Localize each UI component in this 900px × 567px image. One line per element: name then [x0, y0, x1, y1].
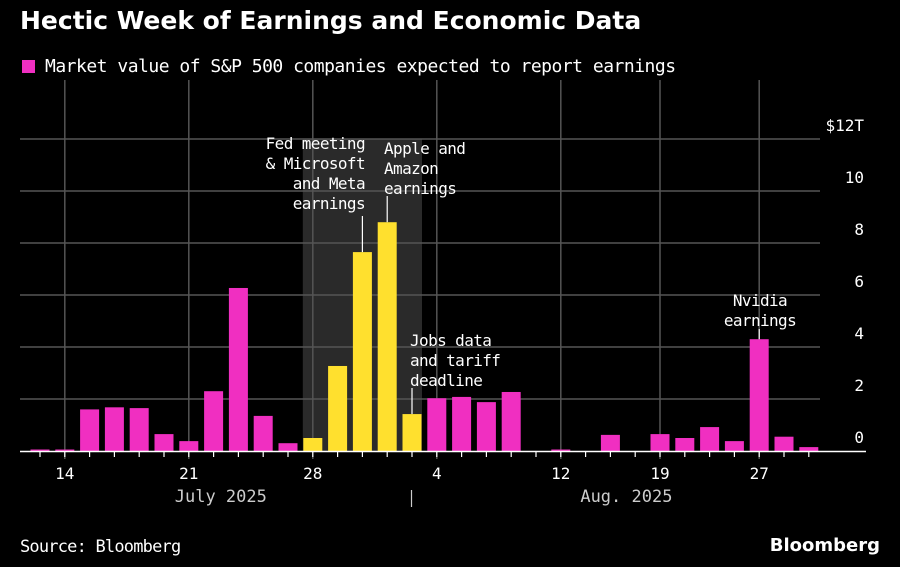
- brand-logo: Bloomberg: [769, 535, 880, 556]
- bar: [179, 441, 199, 451]
- axis-layer: 0 2 4 6 8 10 $12T 14 21 28 4 12 19 27 July 2025 Aug. 20…: [20, 116, 866, 507]
- annotation-text: & Microsoft: [266, 154, 365, 173]
- bar: [749, 339, 769, 451]
- bar: [650, 434, 670, 451]
- bar: [799, 447, 819, 451]
- y-tick-label: 10: [845, 168, 864, 187]
- annotation-text: Apple and: [384, 139, 465, 158]
- bar: [476, 402, 496, 451]
- month-label: Aug. 2025: [580, 487, 672, 507]
- y-tick-label: 2: [854, 376, 864, 395]
- x-tick-label: 21: [179, 464, 198, 483]
- annotation-text: Amazon: [384, 159, 438, 178]
- x-tick-label: 4: [432, 464, 442, 483]
- legend: Market value of S&P 500 companies expect…: [22, 56, 676, 77]
- y-tick-label: $12T: [825, 116, 864, 135]
- annotation-text: deadline: [410, 371, 482, 390]
- bar: [600, 434, 620, 451]
- bar: [154, 434, 174, 451]
- bar: [30, 449, 50, 451]
- x-tick-label: 12: [551, 464, 570, 483]
- bar: [551, 449, 571, 451]
- annotation-text: earnings: [724, 311, 796, 330]
- bar: [129, 408, 149, 451]
- bar: [402, 414, 422, 451]
- y-tick-label: 4: [854, 324, 864, 343]
- y-tick-label: 0: [854, 428, 864, 447]
- bar: [253, 415, 273, 451]
- bar: [55, 449, 75, 451]
- y-tick-label: 8: [854, 220, 864, 239]
- grid-layer: [20, 80, 820, 459]
- bar: [675, 438, 695, 451]
- annotation-text: earnings: [384, 179, 456, 198]
- bar: [228, 287, 248, 451]
- bar: [501, 391, 521, 451]
- bar-layer: [30, 222, 819, 451]
- legend-label: Market value of S&P 500 companies expect…: [45, 56, 676, 77]
- bar: [700, 427, 720, 451]
- bar: [724, 441, 744, 451]
- month-label: July 2025: [175, 487, 267, 507]
- annotation-text: Nvidia: [733, 291, 787, 310]
- legend-swatch: [22, 60, 35, 73]
- bar: [452, 396, 472, 451]
- chart-title: Hectic Week of Earnings and Economic Dat…: [20, 6, 642, 35]
- bar: [104, 407, 124, 451]
- bar: [80, 409, 100, 451]
- annotation-text: and tariff: [410, 351, 500, 370]
- x-tick-label: 28: [303, 464, 322, 483]
- annotation-text: Jobs data: [410, 331, 491, 350]
- annotation-text: earnings: [293, 194, 365, 213]
- bar: [427, 398, 447, 451]
- bar: [204, 391, 224, 451]
- x-tick-label: 27: [750, 464, 769, 483]
- source-note: Source: Bloomberg: [20, 537, 181, 557]
- annotation-text: and Meta: [293, 174, 365, 193]
- bar: [303, 438, 323, 451]
- x-tick-label: 19: [650, 464, 669, 483]
- y-tick-label: 6: [854, 272, 864, 291]
- bar: [377, 222, 397, 451]
- bar: [328, 365, 348, 451]
- bar: [352, 252, 372, 451]
- bar: [278, 443, 298, 451]
- bar: [774, 436, 794, 451]
- x-tick-label: 14: [55, 464, 74, 483]
- annotation-text: Fed meeting: [266, 134, 365, 153]
